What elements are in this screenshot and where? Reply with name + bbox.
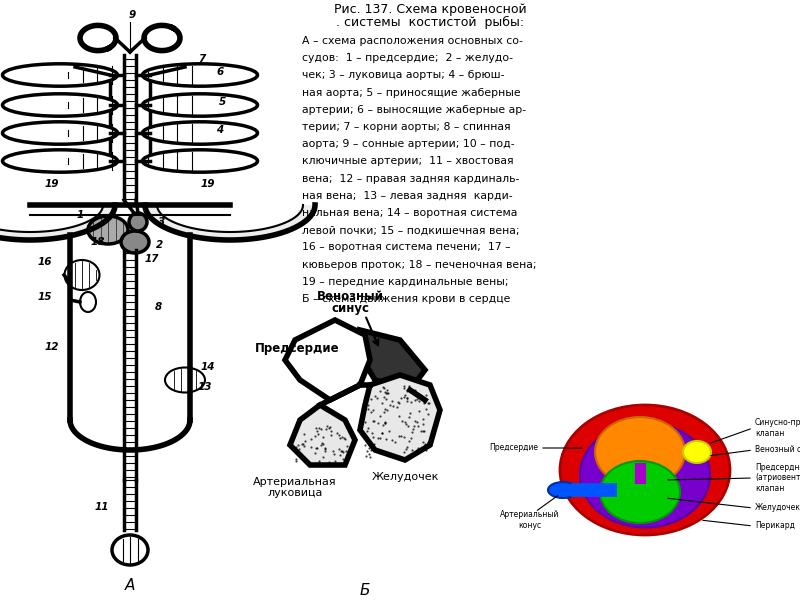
Ellipse shape xyxy=(560,405,730,535)
Text: Б: Б xyxy=(360,583,370,598)
Text: Желудочек: Желудочек xyxy=(755,503,800,512)
Text: Синусно-предсердный
клапан: Синусно-предсердный клапан xyxy=(755,418,800,438)
Polygon shape xyxy=(290,405,355,465)
Text: 19 – передние кардинальные вены;: 19 – передние кардинальные вены; xyxy=(302,277,509,287)
Polygon shape xyxy=(285,320,370,400)
Text: Желудочек: Желудочек xyxy=(371,472,438,482)
Text: Б – схема движения крови в сердце: Б – схема движения крови в сердце xyxy=(302,294,510,304)
Text: Предсердие: Предсердие xyxy=(254,342,339,355)
Text: 19: 19 xyxy=(45,179,59,189)
Text: 18: 18 xyxy=(90,237,106,247)
Text: 17: 17 xyxy=(145,254,159,264)
Text: Предсердие: Предсердие xyxy=(489,443,538,452)
Ellipse shape xyxy=(121,231,149,253)
Text: 6: 6 xyxy=(216,67,224,77)
Text: 15: 15 xyxy=(38,292,52,302)
Text: 16: 16 xyxy=(38,257,52,267)
Text: 8: 8 xyxy=(154,302,162,312)
Text: синус: синус xyxy=(331,302,369,315)
Text: 7: 7 xyxy=(198,54,206,64)
Polygon shape xyxy=(360,375,440,460)
Text: 2: 2 xyxy=(156,240,164,250)
Text: Венозный синус: Венозный синус xyxy=(755,445,800,455)
Text: ная аорта; 5 – приносящие жаберные: ная аорта; 5 – приносящие жаберные xyxy=(302,88,521,98)
Text: 16 – воротная система печени;  17 –: 16 – воротная система печени; 17 – xyxy=(302,242,510,253)
Text: Артериальная: Артериальная xyxy=(253,477,337,487)
Text: аорта; 9 – сонные артерии; 10 – под-: аорта; 9 – сонные артерии; 10 – под- xyxy=(302,139,514,149)
Text: луковица: луковица xyxy=(267,488,322,498)
Text: чек; 3 – луковица аорты; 4 – брюш-: чек; 3 – луковица аорты; 4 – брюш- xyxy=(302,70,505,80)
Text: левой почки; 15 – подкишечная вена;: левой почки; 15 – подкишечная вена; xyxy=(302,225,519,235)
Text: Предсердно-желудочковый
(атриовентрикулярный)
клапан: Предсердно-желудочковый (атриовентрикуля… xyxy=(755,463,800,493)
Ellipse shape xyxy=(595,417,685,487)
Text: судов:  1 – предсердие;  2 – желудо-: судов: 1 – предсердие; 2 – желудо- xyxy=(302,53,513,63)
Text: ключичные артерии;  11 – хвостовая: ключичные артерии; 11 – хвостовая xyxy=(302,157,514,166)
Text: Венозный: Венозный xyxy=(317,290,383,303)
Polygon shape xyxy=(145,205,315,240)
Text: 11: 11 xyxy=(94,502,110,512)
Ellipse shape xyxy=(580,422,710,527)
Ellipse shape xyxy=(548,482,578,498)
Text: 14: 14 xyxy=(201,362,215,372)
Circle shape xyxy=(129,213,147,231)
Text: 19: 19 xyxy=(201,179,215,189)
Ellipse shape xyxy=(683,441,711,463)
Text: 5: 5 xyxy=(218,97,226,107)
Ellipse shape xyxy=(600,461,680,523)
Polygon shape xyxy=(0,205,115,240)
Text: терии; 7 – корни аорты; 8 – спинная: терии; 7 – корни аорты; 8 – спинная xyxy=(302,122,510,132)
Text: Артериальный
конус: Артериальный конус xyxy=(500,510,560,530)
Text: нальная вена; 14 – воротная система: нальная вена; 14 – воротная система xyxy=(302,208,518,218)
Text: А – схема расположения основных со-: А – схема расположения основных со- xyxy=(302,36,523,46)
Text: Перикард: Перикард xyxy=(755,521,795,530)
Text: 12: 12 xyxy=(45,342,59,352)
Polygon shape xyxy=(360,330,425,390)
Text: ная вена;  13 – левая задняя  карди-: ная вена; 13 – левая задняя карди- xyxy=(302,191,513,201)
Text: Рис. 137. Схема кровеносной: Рис. 137. Схема кровеносной xyxy=(334,3,526,16)
Ellipse shape xyxy=(88,216,128,244)
Text: 9: 9 xyxy=(128,10,136,20)
Text: . системы  костистой  рыбы:: . системы костистой рыбы: xyxy=(336,16,524,29)
Text: 3: 3 xyxy=(158,217,166,227)
Text: 1: 1 xyxy=(76,210,84,220)
Text: вена;  12 – правая задняя кардиналь-: вена; 12 – правая задняя кардиналь- xyxy=(302,173,519,184)
Text: артерии; 6 – выносящие жаберные ар-: артерии; 6 – выносящие жаберные ар- xyxy=(302,105,526,115)
Text: 4: 4 xyxy=(216,125,224,135)
Text: А: А xyxy=(125,578,135,593)
Text: кювьеров проток; 18 – печеночная вена;: кювьеров проток; 18 – печеночная вена; xyxy=(302,260,537,269)
Text: 13: 13 xyxy=(198,382,212,392)
